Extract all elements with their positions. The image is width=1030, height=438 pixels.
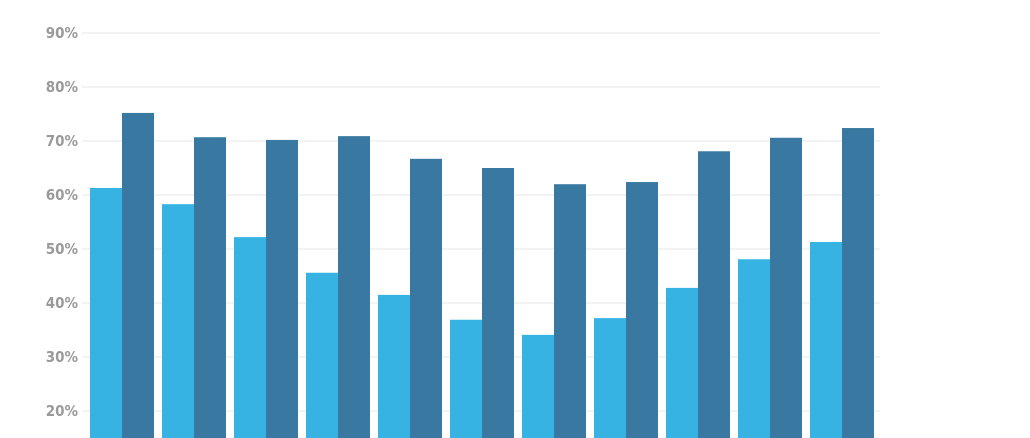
bar-series-2-9: [698, 151, 730, 438]
bar-series-1-2: [162, 204, 194, 438]
bar-series-2-10: [770, 137, 802, 438]
y-tick-label: 20%: [46, 402, 79, 420]
bar-series-2-8: [626, 182, 658, 438]
bar-series-2-1: [122, 112, 154, 438]
y-tick-label: 80%: [46, 78, 79, 96]
bar-series-1-3: [234, 237, 266, 438]
bar-series-2-7: [554, 184, 586, 438]
bar-series-1-4: [306, 272, 338, 438]
bar-series-1-10: [738, 259, 770, 438]
bar-series-1-11: [810, 241, 842, 438]
y-tick-label: 60%: [46, 186, 79, 204]
bar-series-2-4: [338, 136, 370, 438]
bar-series-2-11: [842, 128, 874, 438]
y-tick-label: 50%: [46, 240, 79, 258]
bar-series-1-7: [522, 334, 554, 438]
bar-series-1-6: [450, 319, 482, 438]
bar-series-2-5: [410, 158, 442, 438]
y-tick-label: 70%: [46, 132, 79, 150]
bar-series-2-2: [194, 137, 226, 438]
bar-series-1-1: [90, 187, 122, 438]
y-tick-label: 90%: [46, 24, 79, 42]
y-tick-label: 30%: [46, 348, 79, 366]
bar-series-1-8: [594, 318, 626, 438]
bar-series-1-9: [666, 287, 698, 438]
y-axis-ticks: 20% 30% 40% 50% 60% 70% 80% 90%: [46, 24, 79, 420]
bar-series-1-5: [378, 294, 410, 438]
bar-series-2-6: [482, 168, 514, 438]
y-tick-label: 40%: [46, 294, 79, 312]
bars: [90, 112, 874, 438]
bar-series-2-3: [266, 139, 298, 438]
